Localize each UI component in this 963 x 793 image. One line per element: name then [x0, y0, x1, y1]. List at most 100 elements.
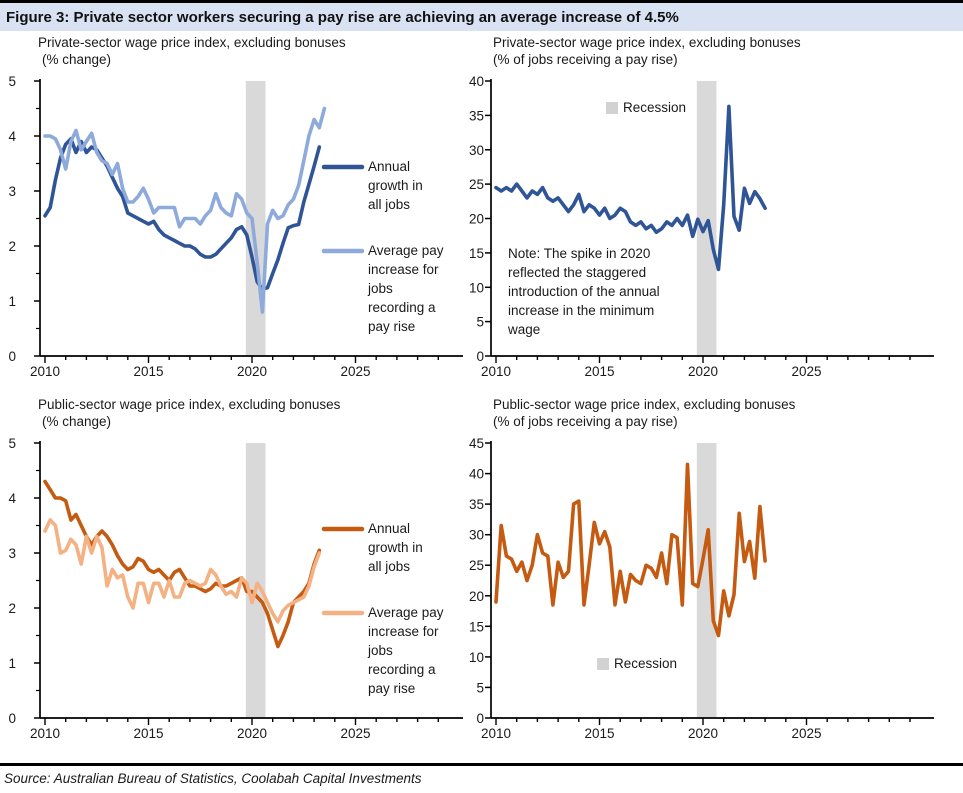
y-tick-label: 40 [469, 74, 484, 89]
chart-header: Private-sector wage price index, excludi… [0, 31, 481, 68]
recession-legend-swatch [597, 658, 609, 670]
y-tick-label: 30 [469, 143, 484, 158]
x-tick-label: 2015 [584, 726, 614, 741]
y-tick-label: 15 [469, 619, 484, 634]
x-tick-label: 2010 [481, 726, 511, 741]
chart-subtitle: (% change) [42, 413, 112, 429]
chart-cell-private-growth: Private-sector wage price index, excludi… [0, 31, 481, 393]
note-text: increase in the minimum [508, 303, 654, 318]
x-tick-label: 2020 [237, 364, 267, 379]
figure-title-bar: Figure 3: Private sector workers securin… [0, 0, 963, 31]
chart-header: Public-sector wage price index, excludin… [0, 393, 481, 430]
x-tick-label: 2025 [791, 726, 821, 741]
chart-canvas-private-growth: 0 1 2 3 4 5 2010 2015 2020 2025 Annual growth in all… [8, 74, 463, 379]
y-tick-label: 3 [8, 546, 16, 561]
x-tick-label: 2010 [30, 364, 60, 379]
legend-label: all jobs [368, 197, 410, 212]
legend-label: increase for [368, 262, 439, 277]
x-tick-label: 2025 [340, 364, 370, 379]
note-text: wage [507, 322, 540, 337]
y-tick-label: 10 [469, 650, 484, 665]
legend-label: Annual [368, 159, 410, 174]
series-line-dark [43, 479, 322, 649]
chart-title: Public-sector wage price index, excludin… [493, 397, 796, 412]
chart-cell-public-payrise-share: Public-sector wage price index, excludin… [469, 393, 963, 755]
note-text: reflected the staggered [508, 265, 646, 280]
recession-band [696, 81, 717, 356]
chart-title: Private-sector wage price index, excludi… [38, 35, 346, 50]
note-text: Note: The spike in 2020 [508, 246, 650, 261]
series-line-dark [494, 462, 767, 638]
recession-legend-label: Recession [623, 100, 686, 115]
y-tick-label: 5 [476, 680, 484, 695]
y-tick-label: 4 [8, 129, 16, 144]
legend-label: pay rise [368, 319, 415, 334]
x-tick-label: 2020 [688, 726, 718, 741]
recession-legend-label: Recession [614, 656, 677, 671]
x-tick-label: 2025 [340, 726, 370, 741]
legend-label: recording a [368, 662, 436, 677]
y-tick-label: 1 [8, 294, 16, 309]
legend-label: jobs [367, 281, 393, 296]
y-tick-label: 35 [469, 497, 484, 512]
x-tick-label: 2015 [133, 364, 163, 379]
chart-header: Private-sector wage price index, excludi… [481, 31, 963, 68]
chart-canvas-public-growth: 0 1 2 3 4 5 2010 2015 2020 2025 Annual growth in all… [8, 436, 463, 741]
y-tick-label: 15 [469, 246, 484, 261]
y-tick-label: 20 [469, 589, 484, 604]
legend-label: Average pay [368, 243, 444, 258]
y-tick-label: 45 [469, 436, 484, 451]
y-tick-label: 5 [8, 74, 16, 89]
chart-subtitle: (% of jobs receiving a pay rise) [493, 413, 678, 429]
chart-subtitle: (% of jobs receiving a pay rise) [493, 51, 678, 67]
series-line-dark [43, 137, 322, 291]
legend-label: all jobs [368, 559, 410, 574]
y-tick-label: 35 [469, 108, 484, 123]
series-line-light [43, 106, 327, 314]
y-tick-label: 10 [469, 280, 484, 295]
legend-label: increase for [368, 624, 439, 639]
y-tick-label: 20 [469, 212, 484, 227]
y-tick-label: 40 [469, 467, 484, 482]
legend-label: jobs [367, 643, 393, 658]
y-tick-label: 4 [8, 491, 16, 506]
recession-legend-swatch [606, 102, 618, 114]
recession-band [696, 443, 717, 718]
legend-label: pay rise [368, 681, 415, 696]
source-line: Source: Australian Bureau of Statistics,… [0, 763, 963, 786]
chart-canvas-private-payrise-share: Note: The spike in 2020 reflected the sta… [469, 74, 934, 379]
x-tick-label: 2015 [133, 726, 163, 741]
figure-title: Figure 3: Private sector workers securin… [6, 8, 679, 26]
chart-cell-private-payrise-share: Private-sector wage price index, excludi… [469, 31, 963, 393]
y-tick-label: 1 [8, 656, 16, 671]
chart-title: Private-sector wage price index, excludi… [493, 35, 801, 50]
y-tick-label: 25 [469, 177, 484, 192]
y-tick-label: 5 [8, 436, 16, 451]
y-tick-label: 30 [469, 528, 484, 543]
x-tick-label: 2020 [688, 364, 718, 379]
y-tick-label: 0 [476, 349, 484, 364]
chart-title: Public-sector wage price index, excludin… [38, 397, 341, 412]
y-tick-label: 0 [8, 349, 16, 364]
x-tick-label: 2010 [30, 726, 60, 741]
x-tick-label: 2010 [481, 364, 511, 379]
x-tick-label: 2025 [791, 364, 821, 379]
legend-label: growth in [368, 540, 423, 555]
y-tick-label: 2 [8, 239, 16, 254]
y-tick-label: 25 [469, 558, 484, 573]
recession-band [245, 81, 266, 356]
series-line-dark [494, 104, 767, 272]
charts-grid: Private-sector wage price index, excludi… [0, 31, 963, 755]
y-tick-label: 0 [476, 711, 484, 726]
y-tick-label: 2 [8, 601, 16, 616]
series-line-light [43, 518, 322, 624]
legend-label: Average pay [368, 605, 444, 620]
chart-subtitle: (% change) [42, 51, 112, 67]
recession-band [245, 443, 266, 718]
legend-label: recording a [368, 300, 436, 315]
note-text: introduction of the annual [508, 284, 660, 299]
y-tick-label: 0 [8, 711, 16, 726]
x-tick-label: 2015 [584, 364, 614, 379]
x-tick-label: 2020 [237, 726, 267, 741]
